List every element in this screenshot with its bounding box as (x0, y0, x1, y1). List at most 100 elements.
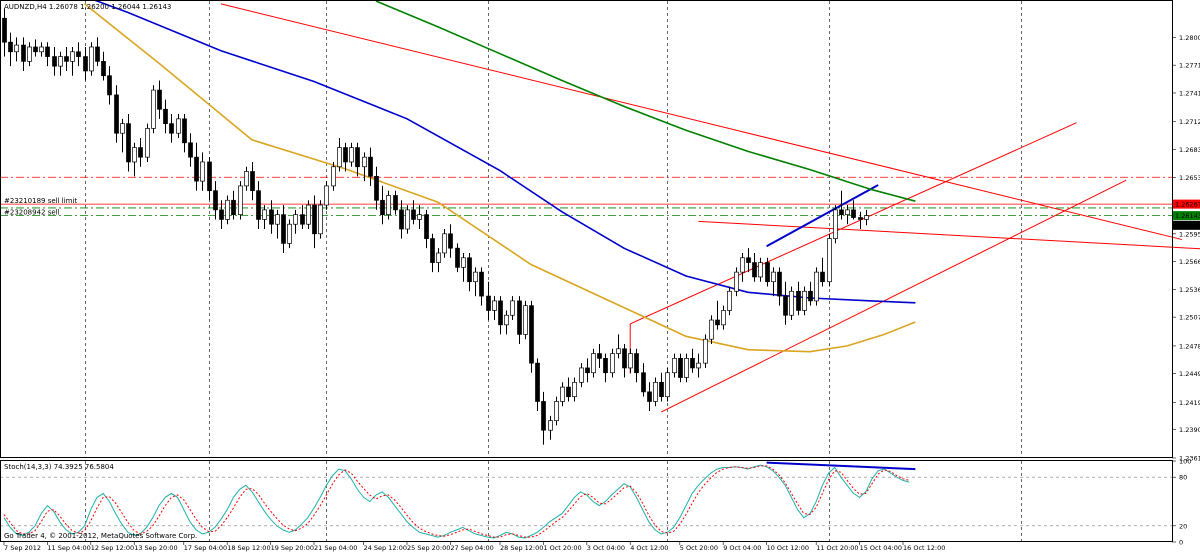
candle-bear (182, 118, 187, 144)
price-tick-label: 1.26535 (1179, 174, 1200, 182)
candle-bear (380, 199, 385, 215)
candle-bear (851, 209, 856, 218)
price-tick-label: 1.24780 (1179, 342, 1200, 350)
candle-bull (362, 156, 367, 168)
price-tick-label: 1.24195 (1179, 399, 1200, 407)
candle-bull (200, 161, 205, 182)
candle-bull (696, 362, 701, 369)
price-tick-label: 1.25660 (1179, 258, 1200, 266)
stoch-divergence-line (766, 461, 916, 471)
candle-bull (287, 223, 292, 244)
stoch-tick-label: 100 (1179, 458, 1191, 466)
stoch-axis: 100 80 20 0 (1172, 458, 1191, 547)
price-tick-label: 1.23905 (1179, 426, 1200, 434)
candle-bear (163, 108, 168, 124)
candle-bull (293, 214, 298, 225)
time-tick-label: 18 Sep 12:00 (227, 544, 270, 552)
current-price-label: 1.26143 (1175, 222, 1200, 230)
candle-bear (8, 41, 13, 53)
time-tick-label: 5 Oct 20:00 (680, 544, 718, 552)
candle-bear (300, 214, 305, 225)
candle-bull (132, 147, 137, 163)
candle-bear (45, 46, 50, 57)
candle-bear (634, 353, 639, 374)
candle-bear (33, 46, 38, 53)
candle-bear (659, 381, 664, 398)
candle-bull (275, 214, 280, 225)
candle-bull (672, 358, 677, 374)
candle-bull (318, 204, 323, 235)
candle-bull (244, 171, 249, 187)
order-labels[interactable]: #23210189 sell limit #23208942 sell (4, 197, 77, 216)
candle-bear (715, 319, 720, 326)
candle-bull (442, 233, 447, 254)
candle-bear (21, 44, 26, 62)
candle-bull (591, 353, 596, 374)
candle-bear (796, 290, 801, 311)
candle-bear (157, 89, 162, 110)
candle-bull (238, 185, 243, 215)
candle-bull (554, 401, 559, 421)
candle-bear (231, 199, 236, 215)
candle-bear (355, 147, 360, 168)
ma-slow-line (375, 0, 916, 202)
candle-bear (138, 147, 143, 158)
order-price-tag (1173, 211, 1200, 221)
stoch-tick-label: 20 (1179, 522, 1187, 530)
candle-bear (188, 142, 193, 158)
candle-bull (492, 300, 497, 311)
candle-bull (665, 372, 670, 398)
candle-bear (820, 271, 825, 283)
candle-bull (771, 271, 776, 283)
order-price-label: 1.2626? (1175, 201, 1200, 209)
candle-bear (597, 353, 602, 359)
price-tick-label: 1.25075 (1179, 314, 1200, 322)
candle-bull (572, 381, 577, 398)
candle-bull (504, 314, 509, 326)
candle-bear (83, 56, 88, 72)
candle-bear (343, 147, 348, 163)
candle-bear (765, 262, 770, 283)
candle-bull (349, 147, 354, 163)
candle-bull (337, 147, 342, 168)
candle-bull (14, 44, 19, 53)
candle-bear (52, 56, 57, 67)
price-tick-label: 1.24490 (1179, 370, 1200, 378)
candle-bear (541, 401, 546, 431)
time-tick-label: 9 Oct 04:00 (723, 544, 761, 552)
candle-bear (566, 386, 571, 398)
candle-bull (151, 89, 156, 129)
candle-bull (523, 305, 528, 335)
candle-bull (727, 290, 732, 311)
stoch-period-separators (85, 461, 1022, 542)
candle-bear (256, 190, 261, 220)
candle-bull (324, 185, 329, 206)
candle-bear (101, 61, 106, 77)
candle-bull (709, 319, 714, 340)
candle-bear (250, 171, 255, 192)
stoch-tick-label: 80 (1179, 474, 1187, 482)
candle-bull (331, 166, 336, 187)
ma-fast-line (84, 3, 916, 353)
candle-bull (39, 46, 44, 53)
candle-bull (262, 209, 267, 220)
candle-bear (107, 75, 112, 96)
candle-bear (690, 358, 695, 369)
trendline (629, 122, 1077, 325)
candle-bear (808, 290, 813, 302)
candle-bull (89, 46, 94, 72)
time-tick-label: 4 Oct 12:00 (630, 544, 668, 552)
candle-bear (269, 209, 274, 225)
candle-bull (510, 300, 515, 316)
candle-bull (27, 46, 32, 62)
candle-bull (145, 128, 150, 158)
price-tags: 1.2626? 1.26143 1.26143 (1173, 199, 1200, 230)
candles[interactable] (2, 8, 869, 445)
candle-bear (368, 156, 373, 177)
candle-bull (653, 381, 658, 402)
order-label: #23208942 sell (4, 209, 60, 217)
candle-bear (858, 217, 863, 220)
candle-bear (76, 51, 81, 57)
